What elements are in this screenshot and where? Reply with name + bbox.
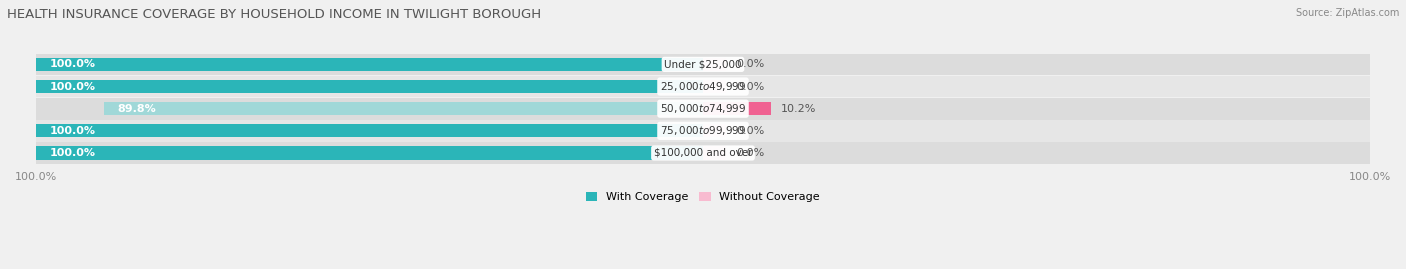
Text: 100.0%: 100.0% — [49, 148, 96, 158]
Text: 0.0%: 0.0% — [737, 82, 765, 91]
Text: HEALTH INSURANCE COVERAGE BY HOUSEHOLD INCOME IN TWILIGHT BOROUGH: HEALTH INSURANCE COVERAGE BY HOUSEHOLD I… — [7, 8, 541, 21]
Bar — [37, 146, 703, 160]
Bar — [703, 80, 727, 93]
Bar — [37, 142, 1369, 164]
Bar — [37, 76, 1369, 97]
Bar — [37, 54, 1369, 75]
Text: 0.0%: 0.0% — [737, 148, 765, 158]
Bar — [703, 58, 727, 71]
Bar — [37, 80, 703, 93]
Text: $75,000 to $99,999: $75,000 to $99,999 — [659, 124, 747, 137]
Text: 100.0%: 100.0% — [49, 59, 96, 69]
Text: $100,000 and over: $100,000 and over — [654, 148, 752, 158]
Bar — [37, 120, 1369, 142]
Bar — [104, 102, 703, 115]
Bar — [37, 58, 703, 71]
Bar — [37, 98, 1369, 119]
Text: Source: ZipAtlas.com: Source: ZipAtlas.com — [1295, 8, 1399, 18]
Text: 0.0%: 0.0% — [737, 59, 765, 69]
Text: $25,000 to $49,999: $25,000 to $49,999 — [659, 80, 747, 93]
Bar — [703, 124, 727, 137]
Bar — [703, 146, 727, 160]
Text: $50,000 to $74,999: $50,000 to $74,999 — [659, 102, 747, 115]
Legend: With Coverage, Without Coverage: With Coverage, Without Coverage — [582, 187, 824, 207]
Text: Under $25,000: Under $25,000 — [664, 59, 742, 69]
Text: 100.0%: 100.0% — [49, 126, 96, 136]
Bar — [37, 124, 703, 137]
Bar — [703, 102, 770, 115]
Text: 100.0%: 100.0% — [49, 82, 96, 91]
Text: 89.8%: 89.8% — [118, 104, 156, 114]
Text: 0.0%: 0.0% — [737, 126, 765, 136]
Text: 10.2%: 10.2% — [780, 104, 817, 114]
